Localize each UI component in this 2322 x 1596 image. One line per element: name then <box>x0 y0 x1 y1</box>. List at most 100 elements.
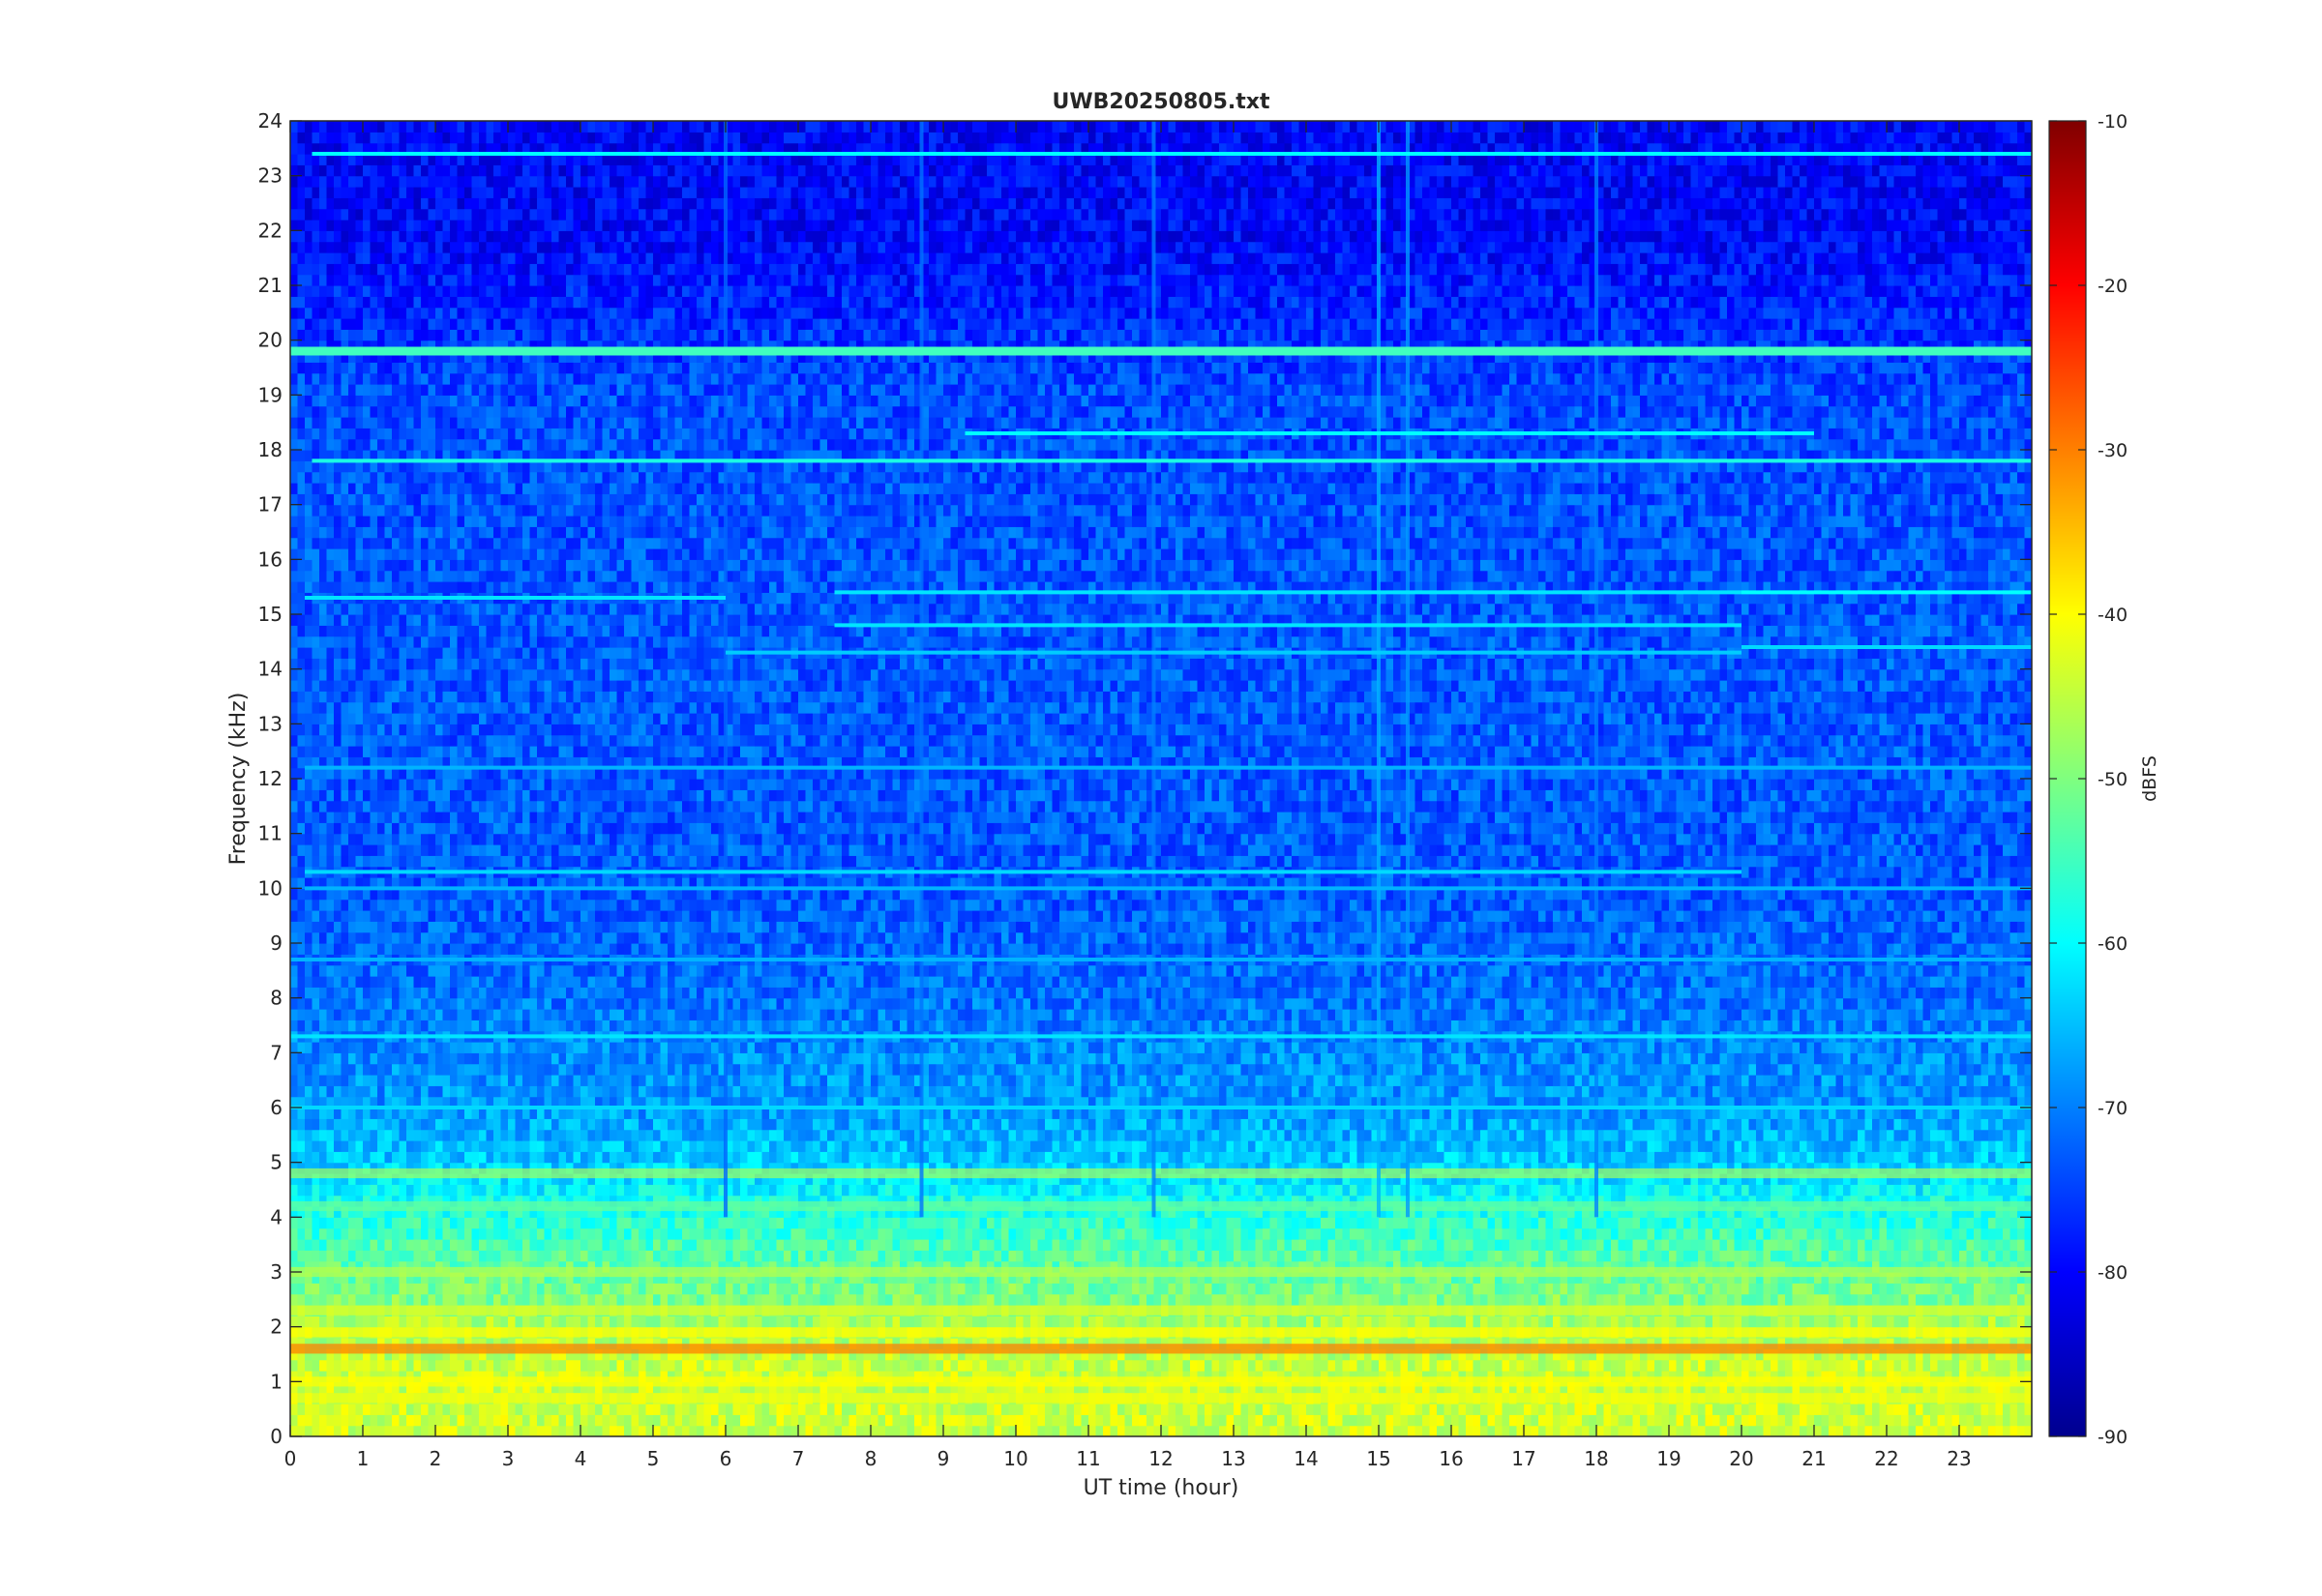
heatmap-cell <box>450 921 459 933</box>
heatmap-cell <box>341 1260 349 1273</box>
heatmap-cell <box>515 1140 523 1152</box>
heatmap-cell <box>363 668 372 681</box>
heatmap-cell <box>421 1020 430 1032</box>
heatmap-cell <box>384 1020 393 1032</box>
heatmap-cell <box>508 625 517 637</box>
heatmap-cell <box>493 614 502 626</box>
heatmap-cell <box>457 756 465 769</box>
heatmap-cell <box>305 943 313 955</box>
heatmap-cell <box>558 812 567 823</box>
heatmap-cell <box>305 372 313 385</box>
heatmap-cell <box>486 362 494 374</box>
heatmap-cell <box>493 581 502 593</box>
heatmap-cell <box>457 997 465 1010</box>
heatmap-cell <box>544 756 552 769</box>
heatmap-cell <box>334 197 342 210</box>
heatmap-cell <box>355 1151 364 1164</box>
heatmap-cell <box>406 1250 415 1262</box>
heatmap-cell <box>413 154 422 165</box>
heatmap-cell <box>370 997 378 1010</box>
heatmap-cell <box>363 450 372 461</box>
heatmap-cell <box>493 1283 502 1295</box>
heatmap-cell <box>435 1283 444 1295</box>
heatmap-cell <box>551 635 560 648</box>
heatmap-cell <box>508 943 517 955</box>
heatmap-cell <box>297 570 306 582</box>
heatmap-cell <box>341 1063 349 1076</box>
heatmap-cell <box>479 625 488 637</box>
heatmap-cell <box>406 351 415 363</box>
heatmap-cell <box>334 1206 342 1218</box>
heatmap-cell <box>544 372 552 385</box>
heatmap-cell <box>421 230 430 243</box>
heatmap-cell <box>464 1425 473 1436</box>
heatmap-cell <box>421 1140 430 1152</box>
heatmap-cell <box>486 252 494 264</box>
heatmap-cell <box>486 197 494 210</box>
heatmap-cell <box>399 789 407 802</box>
heatmap-cell <box>450 252 459 264</box>
heatmap-cell <box>457 1042 465 1053</box>
heatmap-cell <box>399 855 407 868</box>
heatmap-cell <box>464 1359 473 1372</box>
heatmap-cell <box>566 1250 575 1262</box>
heatmap-cell <box>500 318 509 330</box>
heatmap-cell <box>580 1020 589 1032</box>
heatmap-cell <box>450 307 459 319</box>
heatmap-cell <box>464 789 473 802</box>
heatmap-cell <box>464 779 473 790</box>
heatmap-cell <box>392 800 401 813</box>
heatmap-cell <box>377 888 386 901</box>
heatmap-cell <box>450 187 459 198</box>
heatmap-cell <box>529 548 538 560</box>
heatmap-cell <box>413 877 422 889</box>
heatmap-cell <box>471 438 480 451</box>
heatmap-cell <box>580 1404 589 1415</box>
heatmap-cell <box>486 987 494 999</box>
heatmap-cell <box>493 1118 502 1131</box>
heatmap-cell <box>442 789 451 802</box>
heatmap-cell <box>370 121 378 133</box>
heatmap-cell <box>486 1315 494 1328</box>
heatmap-cell <box>566 1129 575 1141</box>
heatmap-cell <box>551 734 560 747</box>
heatmap-cell <box>529 931 538 944</box>
heatmap-cell <box>377 417 386 429</box>
heatmap-cell <box>522 351 531 363</box>
heatmap-cell <box>558 964 567 977</box>
heatmap-cell <box>406 1063 415 1076</box>
heatmap-cell <box>537 877 546 889</box>
heatmap-cell <box>399 197 407 210</box>
heatmap-cell <box>334 1227 342 1240</box>
heatmap-cell <box>457 1140 465 1152</box>
heatmap-cell <box>529 417 538 429</box>
heatmap-cell <box>428 680 436 692</box>
heatmap-cell <box>334 175 342 188</box>
heatmap-cell <box>413 1425 422 1436</box>
heatmap-cell <box>305 1239 313 1251</box>
heatmap-cell <box>508 1129 517 1141</box>
heatmap-cell <box>551 800 560 813</box>
heatmap-cell <box>305 1075 313 1086</box>
heatmap-cell <box>355 220 364 231</box>
heatmap-cell <box>471 647 480 659</box>
heatmap-cell <box>450 964 459 977</box>
heatmap-cell <box>442 1085 451 1098</box>
heatmap-cell <box>348 296 357 309</box>
heatmap-cell <box>529 756 538 769</box>
heatmap-cell <box>406 296 415 309</box>
heatmap-cell <box>406 1052 415 1065</box>
heatmap-cell <box>450 197 459 210</box>
heatmap-cell <box>326 1009 335 1020</box>
heatmap-cell <box>537 997 546 1010</box>
heatmap-cell <box>464 450 473 461</box>
heatmap-cell <box>305 1371 313 1382</box>
heatmap-cell <box>428 779 436 790</box>
heatmap-cell <box>558 779 567 790</box>
heatmap-cell <box>551 756 560 769</box>
heatmap-cell <box>297 625 306 637</box>
heatmap-cell <box>500 537 509 549</box>
heatmap-cell <box>290 142 299 155</box>
heatmap-cell <box>493 417 502 429</box>
heatmap-cell <box>486 1173 494 1185</box>
